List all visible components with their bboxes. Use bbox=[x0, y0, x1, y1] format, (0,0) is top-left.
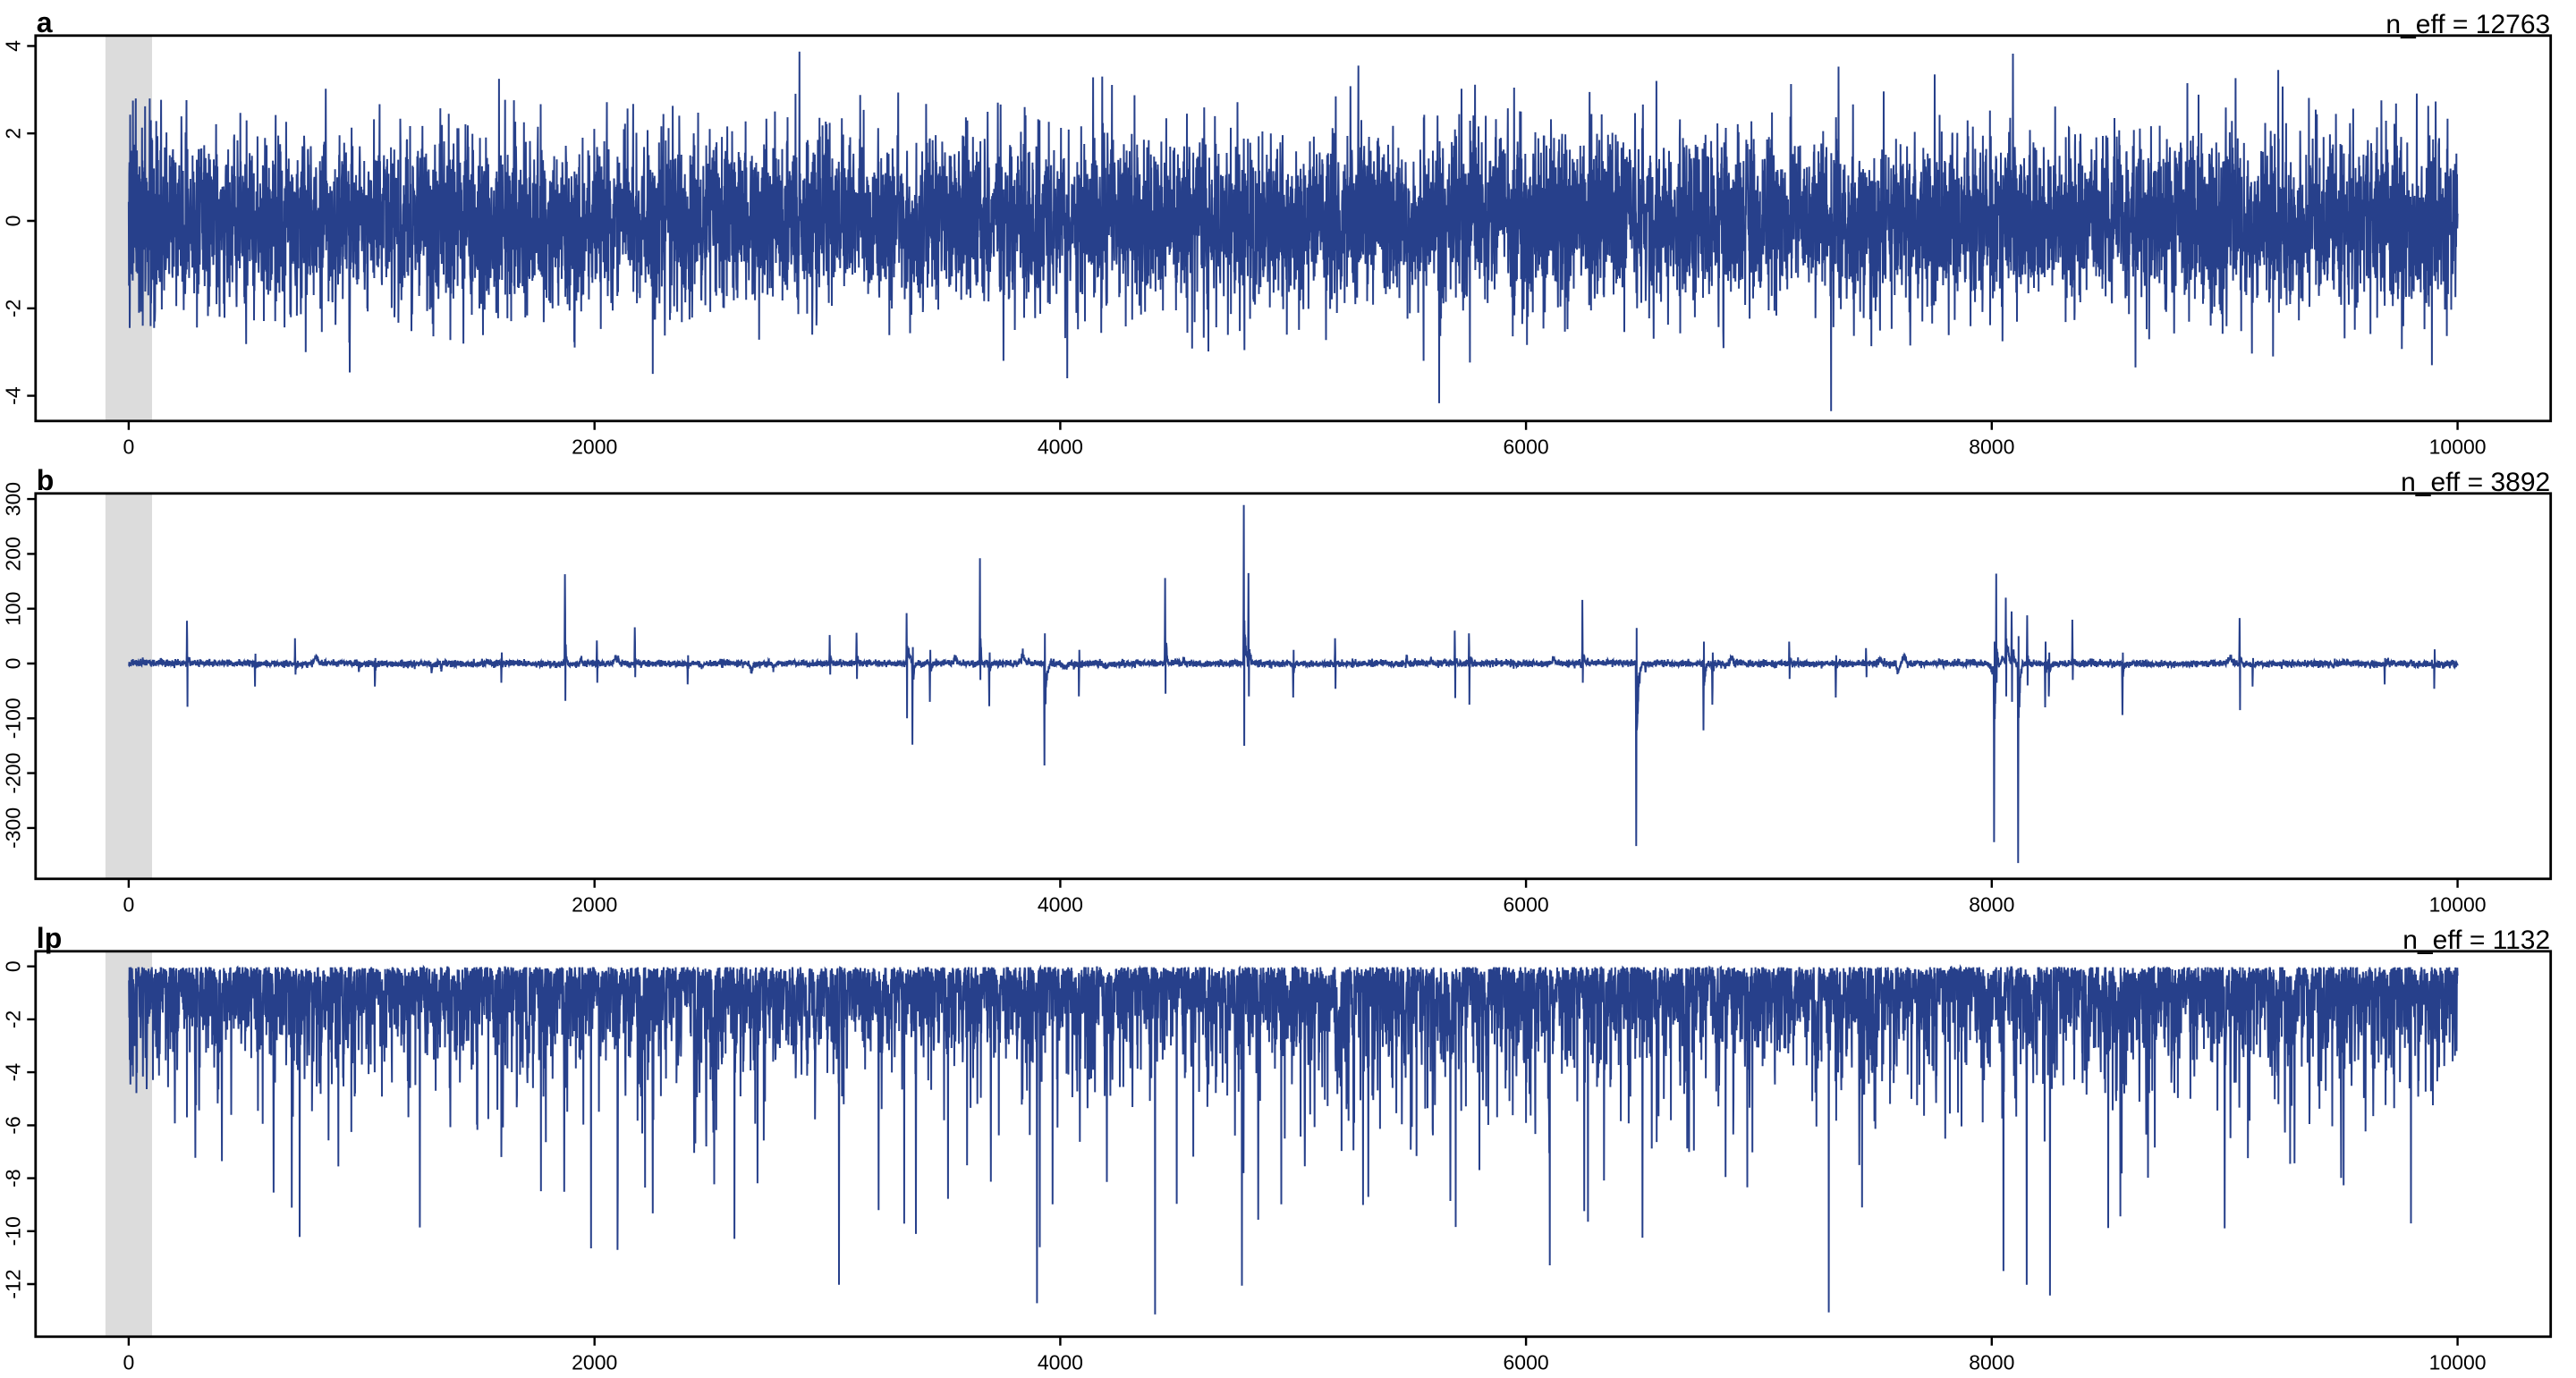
svg-text:0: 0 bbox=[123, 435, 135, 458]
svg-text:-200: -200 bbox=[1, 753, 24, 794]
svg-text:200: 200 bbox=[1, 537, 24, 571]
svg-text:2000: 2000 bbox=[572, 892, 617, 916]
svg-text:300: 300 bbox=[1, 482, 24, 516]
svg-text:-2: -2 bbox=[1, 1010, 24, 1028]
svg-text:n_eff = 12763: n_eff = 12763 bbox=[2385, 10, 2550, 39]
svg-text:-10: -10 bbox=[1, 1216, 24, 1246]
svg-text:2: 2 bbox=[1, 128, 24, 139]
svg-text:100: 100 bbox=[1, 592, 24, 626]
svg-text:10000: 10000 bbox=[2429, 892, 2487, 916]
svg-text:-8: -8 bbox=[1, 1169, 24, 1187]
svg-text:8000: 8000 bbox=[1969, 435, 2014, 458]
svg-text:0: 0 bbox=[1, 216, 24, 227]
svg-text:-6: -6 bbox=[1, 1116, 24, 1134]
svg-text:-100: -100 bbox=[1, 697, 24, 739]
svg-text:-300: -300 bbox=[1, 807, 24, 849]
svg-text:2000: 2000 bbox=[572, 1350, 617, 1374]
svg-text:4000: 4000 bbox=[1038, 1350, 1083, 1374]
svg-text:-4: -4 bbox=[1, 386, 24, 405]
svg-text:4000: 4000 bbox=[1038, 892, 1083, 916]
svg-text:-2: -2 bbox=[1, 300, 24, 317]
svg-text:4000: 4000 bbox=[1038, 435, 1083, 458]
svg-text:0: 0 bbox=[123, 892, 135, 916]
svg-text:-12: -12 bbox=[1, 1269, 24, 1298]
svg-text:8000: 8000 bbox=[1969, 892, 2014, 916]
svg-text:2000: 2000 bbox=[572, 435, 617, 458]
svg-text:lp__: lp__ bbox=[37, 922, 95, 954]
svg-text:a: a bbox=[37, 6, 53, 38]
svg-text:4: 4 bbox=[1, 40, 24, 52]
svg-text:b: b bbox=[37, 464, 55, 496]
svg-text:0: 0 bbox=[123, 1350, 135, 1374]
svg-text:6000: 6000 bbox=[1504, 435, 1549, 458]
svg-text:10000: 10000 bbox=[2429, 1350, 2487, 1374]
svg-text:8000: 8000 bbox=[1969, 1350, 2014, 1374]
svg-text:6000: 6000 bbox=[1504, 892, 1549, 916]
svg-text:6000: 6000 bbox=[1504, 1350, 1549, 1374]
svg-text:n_eff = 3892: n_eff = 3892 bbox=[2401, 468, 2550, 497]
svg-text:0: 0 bbox=[1, 658, 24, 670]
svg-text:10000: 10000 bbox=[2429, 435, 2487, 458]
svg-text:-4: -4 bbox=[1, 1063, 24, 1082]
svg-text:0: 0 bbox=[1, 960, 24, 972]
svg-text:n_eff = 1132: n_eff = 1132 bbox=[2402, 926, 2550, 955]
